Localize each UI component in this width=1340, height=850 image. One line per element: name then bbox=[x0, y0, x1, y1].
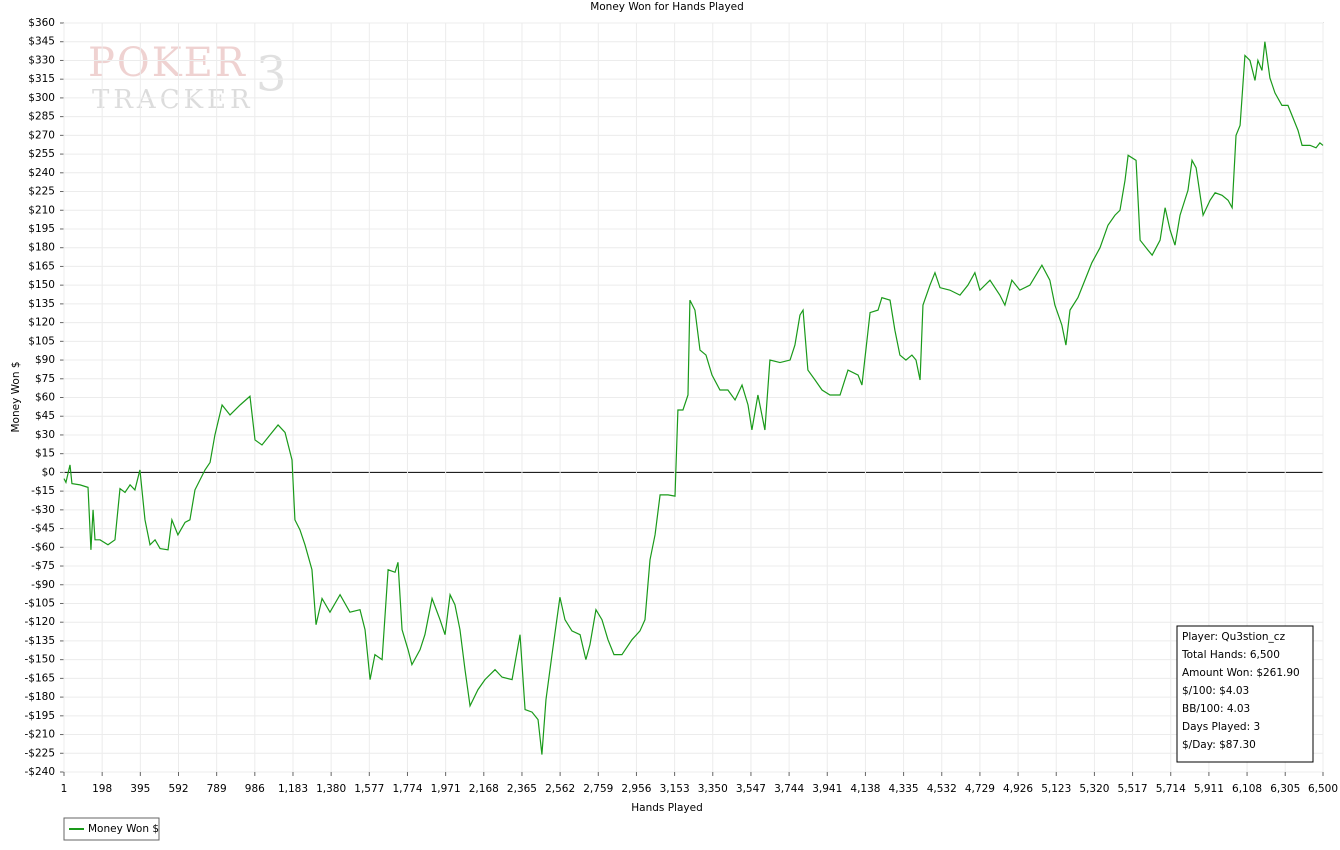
x-tick-label: 6,108 bbox=[1232, 783, 1262, 795]
x-tick-label: 5,714 bbox=[1156, 783, 1186, 795]
x-tick-label: 4,926 bbox=[1003, 783, 1033, 795]
y-tick-label: -$210 bbox=[24, 729, 55, 741]
y-tick-label: $300 bbox=[28, 92, 55, 104]
stats-box: Player: Qu3stion_cz Total Hands: 6,500 Amo… bbox=[1176, 625, 1314, 763]
stats-line: Total Hands: 6,500 bbox=[1181, 649, 1280, 661]
y-tick-label: -$15 bbox=[31, 485, 55, 497]
x-tick-label: 2,365 bbox=[507, 783, 537, 795]
y-tick-label: $180 bbox=[28, 242, 55, 254]
x-tick-label: 2,168 bbox=[469, 783, 499, 795]
y-tick-label: $360 bbox=[28, 17, 55, 29]
watermark-product: TRACKER bbox=[92, 85, 254, 115]
x-tick-label: 2,759 bbox=[583, 783, 613, 795]
y-tick-label: -$105 bbox=[24, 597, 55, 609]
x-tick-label: 3,350 bbox=[698, 783, 728, 795]
x-tick-label: 395 bbox=[130, 783, 150, 795]
stats-frame bbox=[1176, 625, 1314, 763]
x-tick-label: 1,183 bbox=[278, 783, 308, 795]
y-axis-label: Money Won $ bbox=[10, 361, 22, 432]
y-tick-label: -$90 bbox=[31, 579, 55, 591]
legend-frame bbox=[63, 817, 160, 841]
watermark-brand: POKER bbox=[88, 40, 247, 86]
x-tick-label: 789 bbox=[207, 783, 227, 795]
y-tick-label: $270 bbox=[28, 129, 55, 141]
y-tick-label: -$165 bbox=[24, 672, 55, 684]
x-tick-label: 2,562 bbox=[545, 783, 575, 795]
x-tick-label: 1,577 bbox=[354, 783, 384, 795]
x-tick-label: 198 bbox=[92, 783, 112, 795]
watermark: POKER TRACKER 3 bbox=[88, 40, 287, 115]
y-tick-label: -$60 bbox=[31, 541, 55, 553]
grid: $360 $345 $330 $315 $300 $285 $270 $255 $240 $225… bbox=[24, 17, 1338, 795]
x-tick-label: 6,500 bbox=[1308, 783, 1338, 795]
stats-line: BB/100: 4.03 bbox=[1182, 703, 1250, 715]
y-tick-label: $255 bbox=[28, 148, 55, 160]
y-tick-label: $285 bbox=[28, 111, 55, 123]
y-tick-label: $75 bbox=[35, 373, 55, 385]
x-tick-label: 1,774 bbox=[392, 783, 422, 795]
y-tick-label: $315 bbox=[28, 73, 55, 85]
stats-line: $/100: $4.03 bbox=[1182, 685, 1249, 697]
y-tick-label: $30 bbox=[35, 429, 55, 441]
y-tick-label: $105 bbox=[28, 335, 55, 347]
y-tick-label: $345 bbox=[28, 36, 55, 48]
x-tick-label: 3,547 bbox=[736, 783, 766, 795]
x-tick-label: 3,153 bbox=[660, 783, 690, 795]
data-line bbox=[63, 41, 1324, 755]
y-tick-label: -$195 bbox=[24, 710, 55, 722]
y-tick-label: $120 bbox=[28, 317, 55, 329]
y-tick-label: $210 bbox=[28, 204, 55, 216]
x-tick-label: 4,138 bbox=[850, 783, 880, 795]
y-tick-label: $150 bbox=[28, 279, 55, 291]
x-tick-label: 986 bbox=[245, 783, 265, 795]
y-tick-label: -$30 bbox=[31, 504, 55, 516]
x-tick-label: 1,971 bbox=[431, 783, 461, 795]
stats-line: Player: Qu3stion_cz bbox=[1182, 631, 1286, 643]
plot bbox=[63, 41, 1324, 755]
x-tick-label: 3,941 bbox=[812, 783, 842, 795]
x-tick-label: 592 bbox=[168, 783, 188, 795]
y-tick-label: $195 bbox=[28, 223, 55, 235]
x-tick-label: 1,380 bbox=[316, 783, 346, 795]
stats-line: Days Played: 3 bbox=[1182, 721, 1260, 733]
y-tick-label: -$240 bbox=[24, 766, 55, 778]
x-axis-label: Hands Played bbox=[631, 802, 702, 814]
x-tick-label: 5,517 bbox=[1118, 783, 1148, 795]
x-tick-label: 5,911 bbox=[1194, 783, 1224, 795]
y-tick-label: -$135 bbox=[24, 635, 55, 647]
y-tick-label: $15 bbox=[35, 448, 55, 460]
x-tick-label: 4,729 bbox=[965, 783, 995, 795]
chart-title: Money Won for Hands Played bbox=[590, 1, 744, 13]
x-tick-label: 6,305 bbox=[1270, 783, 1300, 795]
y-tick-label: -$120 bbox=[24, 616, 55, 628]
y-tick-label: $240 bbox=[28, 167, 55, 179]
y-tick-label: $165 bbox=[28, 260, 55, 272]
y-tick-label: $45 bbox=[35, 410, 55, 422]
legend: Money Won $ bbox=[63, 817, 160, 841]
y-tick-label: -$150 bbox=[24, 654, 55, 666]
y-tick-label: $90 bbox=[35, 354, 55, 366]
x-tick-label: 3,744 bbox=[774, 783, 804, 795]
y-tick-label: -$225 bbox=[24, 747, 55, 759]
y-tick-label: $60 bbox=[35, 392, 55, 404]
y-tick-label: $135 bbox=[28, 298, 55, 310]
x-tick-label: 5,320 bbox=[1079, 783, 1109, 795]
y-tick-label: $225 bbox=[28, 186, 55, 198]
y-tick-label: -$45 bbox=[31, 523, 55, 535]
y-tick-label: -$75 bbox=[31, 560, 55, 572]
y-tick-label: $0 bbox=[42, 466, 55, 478]
y-tick-label: $330 bbox=[28, 54, 55, 66]
x-tick-label: 1 bbox=[61, 783, 68, 795]
legend-label: Money Won $ bbox=[88, 823, 159, 835]
watermark-version: 3 bbox=[256, 47, 287, 103]
x-tick-label: 4,335 bbox=[889, 783, 919, 795]
stats-line: $/Day: $87.30 bbox=[1182, 739, 1256, 751]
x-tick-label: 4,532 bbox=[927, 783, 957, 795]
x-tick-label: 5,123 bbox=[1041, 783, 1071, 795]
stats-line: Amount Won: $261.90 bbox=[1182, 667, 1300, 679]
y-tick-label: -$180 bbox=[24, 691, 55, 703]
x-tick-label: 2,956 bbox=[621, 783, 651, 795]
